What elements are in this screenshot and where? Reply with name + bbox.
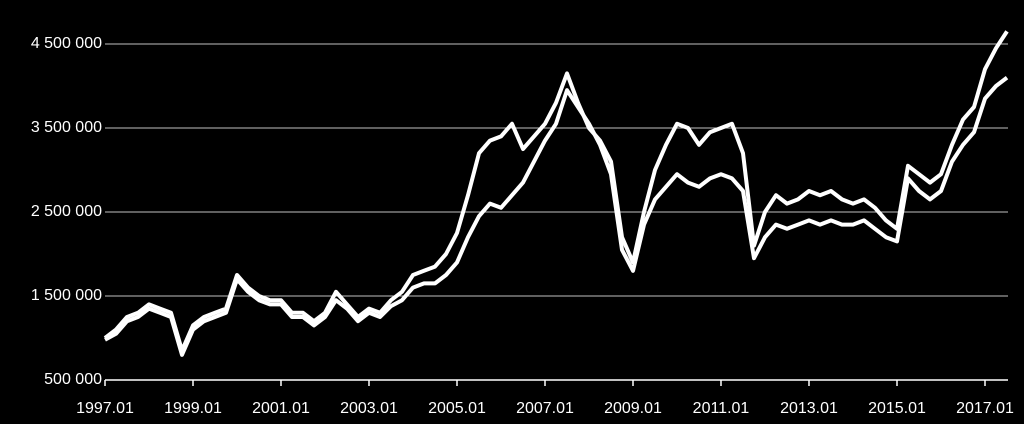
x-tick-label: 2003.01	[340, 400, 398, 417]
x-tick-label: 2013.01	[780, 400, 838, 417]
y-tick-label: 2 500 000	[31, 203, 102, 220]
x-tick-label: 2007.01	[516, 400, 574, 417]
y-tick-label: 4 500 000	[31, 35, 102, 52]
x-tick-label: 2011.01	[693, 400, 750, 417]
x-tick-label: 2017.01	[956, 400, 1014, 417]
x-tick-label: 2001.01	[252, 400, 310, 417]
x-tick-label: 2015.01	[868, 400, 926, 417]
x-tick-label: 1999.01	[164, 400, 222, 417]
series-line	[104, 76, 1009, 357]
x-tick-label: 1997.01	[76, 400, 134, 417]
y-tick-label: 500 000	[44, 371, 102, 388]
x-tick-label: 2005.01	[428, 400, 486, 417]
y-tick-label: 3 500 000	[31, 119, 102, 136]
series-line	[103, 30, 1009, 353]
y-tick-label: 1 500 000	[31, 287, 102, 304]
x-tick-label: 2009.01	[604, 400, 662, 417]
